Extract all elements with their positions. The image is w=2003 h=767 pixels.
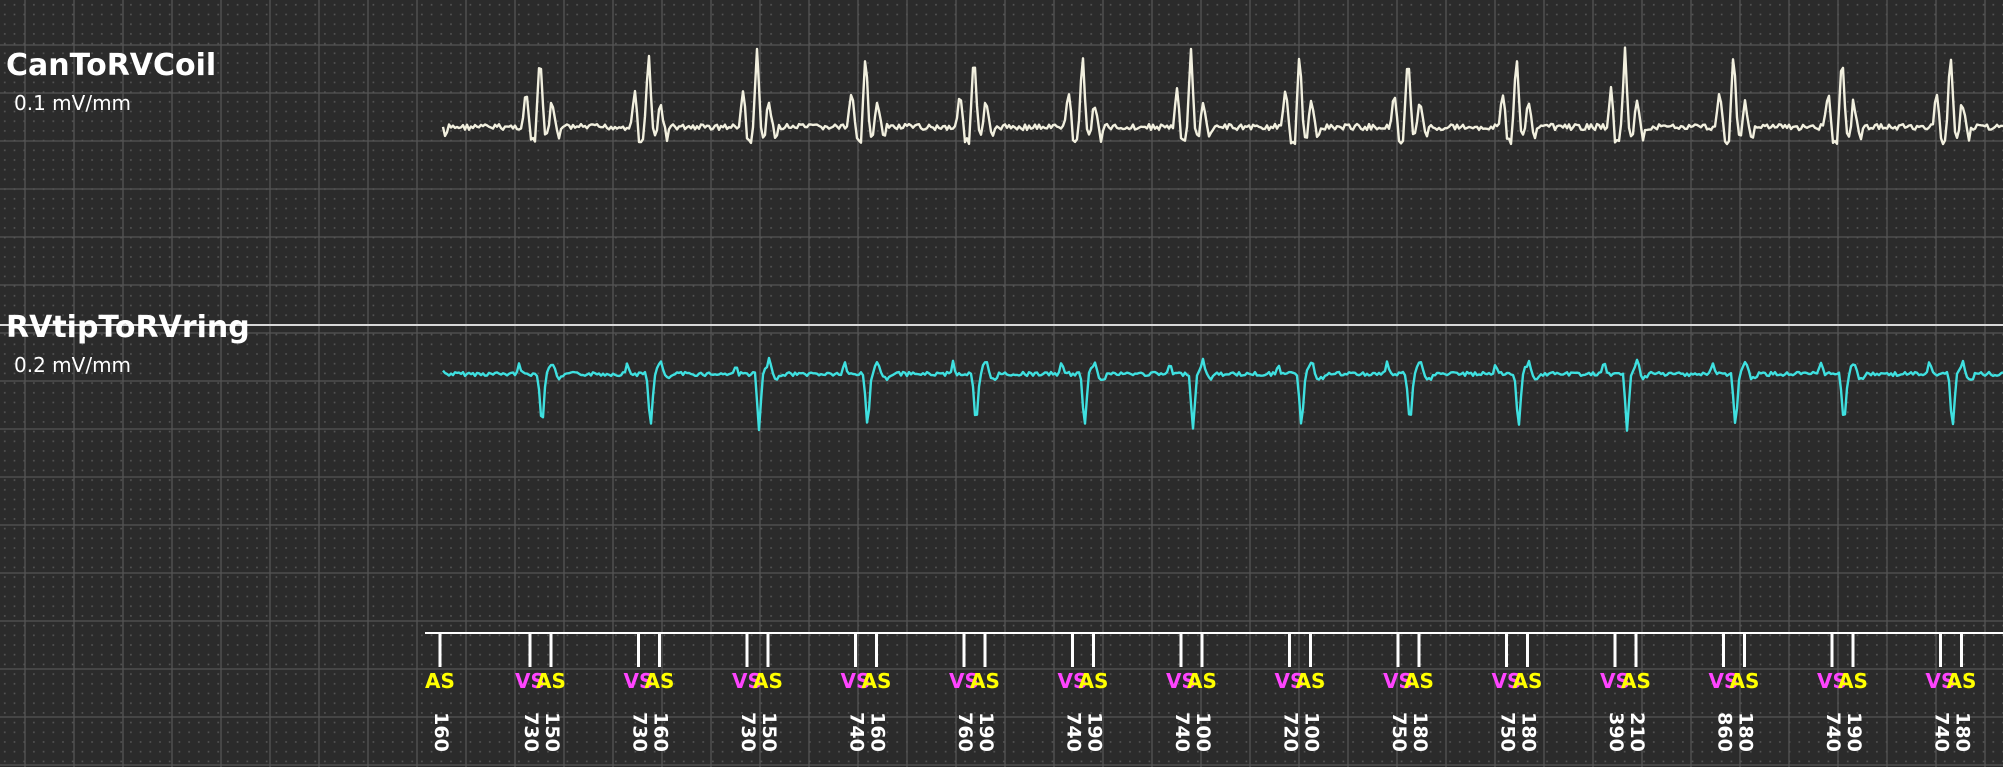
interval-label: 740 bbox=[1063, 712, 1085, 752]
marker-label: AS bbox=[1730, 669, 1760, 693]
marker-label: AS bbox=[536, 669, 566, 693]
marker-label: VS bbox=[1600, 669, 1630, 693]
interval-label: 760 bbox=[954, 712, 976, 752]
marker-label: VS bbox=[1926, 669, 1956, 693]
interval-label: 150 bbox=[758, 712, 780, 752]
channel-2-title: RVtipToRVring bbox=[6, 310, 250, 345]
interval-label: 160 bbox=[867, 712, 889, 752]
interval-label: 730 bbox=[520, 712, 542, 752]
marker-label: AS bbox=[1513, 669, 1543, 693]
marker-label: VS bbox=[841, 669, 871, 693]
channel-1-scale: 0.1 mV/mm bbox=[14, 91, 131, 115]
marker-label: AS bbox=[970, 669, 1000, 693]
interval-label: 860 bbox=[1714, 712, 1736, 752]
interval-label: 160 bbox=[650, 712, 672, 752]
marker-label: AS bbox=[862, 669, 892, 693]
channel-1-title: CanToRVCoil bbox=[6, 48, 216, 83]
interval-label: 160 bbox=[430, 712, 452, 752]
interval-label: 390 bbox=[1605, 712, 1627, 752]
interval-label: 190 bbox=[1843, 712, 1865, 752]
interval-label: 740 bbox=[1822, 712, 1844, 752]
interval-label: 180 bbox=[1409, 712, 1431, 752]
interval-label: 190 bbox=[975, 712, 997, 752]
marker-label: VS bbox=[1166, 669, 1196, 693]
marker-label: VS bbox=[949, 669, 979, 693]
marker-label: VS bbox=[1275, 669, 1305, 693]
marker-label: VS bbox=[1709, 669, 1739, 693]
marker-label: AS bbox=[1404, 669, 1434, 693]
interval-label: 740 bbox=[1931, 712, 1953, 752]
interval-label: 740 bbox=[846, 712, 868, 752]
marker-label: VS bbox=[624, 669, 654, 693]
interval-label: 180 bbox=[1735, 712, 1757, 752]
marker-label: AS bbox=[1947, 669, 1977, 693]
interval-label: 210 bbox=[1626, 712, 1648, 752]
channel-2-trace bbox=[442, 356, 2003, 432]
marker-label: VS bbox=[1058, 669, 1088, 693]
marker-label: VS bbox=[1817, 669, 1847, 693]
channel-1-trace bbox=[441, 46, 2003, 146]
marker-label: VS bbox=[1383, 669, 1413, 693]
interval-label: 740 bbox=[1171, 712, 1193, 752]
marker-label: AS bbox=[1079, 669, 1109, 693]
interval-label: 150 bbox=[541, 712, 563, 752]
marker-label: VS bbox=[515, 669, 545, 693]
interval-label: 720 bbox=[1280, 712, 1302, 752]
marker-label: VS bbox=[1492, 669, 1522, 693]
interval-label: 730 bbox=[737, 712, 759, 752]
interval-label: 750 bbox=[1388, 712, 1410, 752]
marker-label: VS bbox=[732, 669, 762, 693]
interval-label: 730 bbox=[629, 712, 651, 752]
marker-label: AS bbox=[425, 669, 455, 693]
marker-label: AS bbox=[1187, 669, 1217, 693]
marker-label: AS bbox=[1296, 669, 1326, 693]
interval-label: 100 bbox=[1301, 712, 1323, 752]
interval-label: 180 bbox=[1518, 712, 1540, 752]
channel-2-scale: 0.2 mV/mm bbox=[14, 353, 131, 377]
marker-label: AS bbox=[1838, 669, 1868, 693]
marker-label: AS bbox=[753, 669, 783, 693]
interval-label: 190 bbox=[1084, 712, 1106, 752]
interval-label: 180 bbox=[1952, 712, 1974, 752]
marker-label: AS bbox=[645, 669, 675, 693]
marker-label: AS bbox=[1621, 669, 1651, 693]
interval-label: 100 bbox=[1192, 712, 1214, 752]
interval-label: 750 bbox=[1497, 712, 1519, 752]
